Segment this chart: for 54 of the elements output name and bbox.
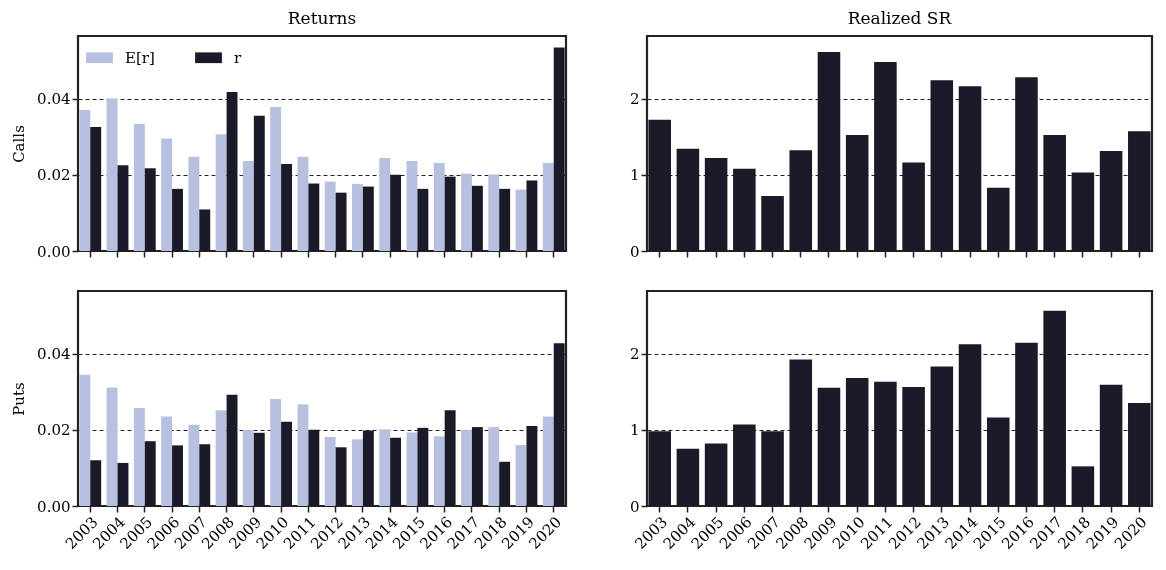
- bar: [242, 430, 254, 506]
- bar: [542, 162, 554, 251]
- bar: [215, 134, 227, 251]
- y-tick-label: 1: [629, 421, 640, 440]
- chart-title: Returns: [287, 8, 357, 28]
- y-tick-label: 0.04: [37, 345, 71, 364]
- bar: [488, 427, 500, 506]
- legend-label: E[r]: [125, 48, 155, 67]
- bar: [161, 138, 173, 251]
- bar: [379, 429, 391, 506]
- bar: [297, 404, 309, 506]
- bar: [324, 181, 336, 251]
- y-tick-label: 0.00: [37, 242, 71, 261]
- bar: [79, 374, 91, 506]
- y-tick-label: 0: [629, 497, 640, 516]
- y-tick-label: 0.02: [37, 421, 71, 440]
- bar: [133, 124, 145, 251]
- bar: [242, 161, 254, 251]
- y-axis-title: Calls: [10, 125, 29, 163]
- y-axis-title: Puts: [10, 382, 29, 416]
- y-tick-label: 1: [629, 166, 640, 185]
- bar: [133, 408, 145, 506]
- bar: [461, 173, 472, 251]
- y-tick-label: 0.02: [37, 166, 71, 185]
- bar: [515, 189, 527, 251]
- chart-title: Realized SR: [847, 8, 953, 28]
- bar: [324, 437, 336, 506]
- bar: [188, 156, 200, 251]
- bar: [270, 398, 282, 506]
- y-tick-label: 0: [629, 242, 640, 261]
- y-tick-label: 0.00: [37, 497, 71, 516]
- bar: [488, 174, 500, 251]
- bar: [161, 416, 173, 506]
- bar: [379, 157, 391, 251]
- bar: [215, 410, 227, 506]
- bar: [106, 387, 118, 506]
- bar: [297, 156, 309, 251]
- bar: [351, 439, 363, 506]
- y-tick-label: 2: [629, 90, 640, 109]
- y-tick-label: 2: [629, 345, 640, 364]
- bar: [188, 424, 200, 506]
- bar: [433, 162, 445, 251]
- bar: [79, 109, 91, 251]
- bar: [433, 436, 445, 506]
- bar: [406, 432, 418, 506]
- bar: [406, 161, 418, 251]
- y-tick-label: 0.04: [37, 90, 71, 109]
- legend-label: r: [234, 48, 242, 67]
- bar: [351, 183, 363, 251]
- bar: [270, 106, 282, 251]
- bar: [515, 445, 527, 506]
- bar: [106, 98, 118, 251]
- bar: [461, 430, 472, 506]
- bar: [542, 416, 554, 506]
